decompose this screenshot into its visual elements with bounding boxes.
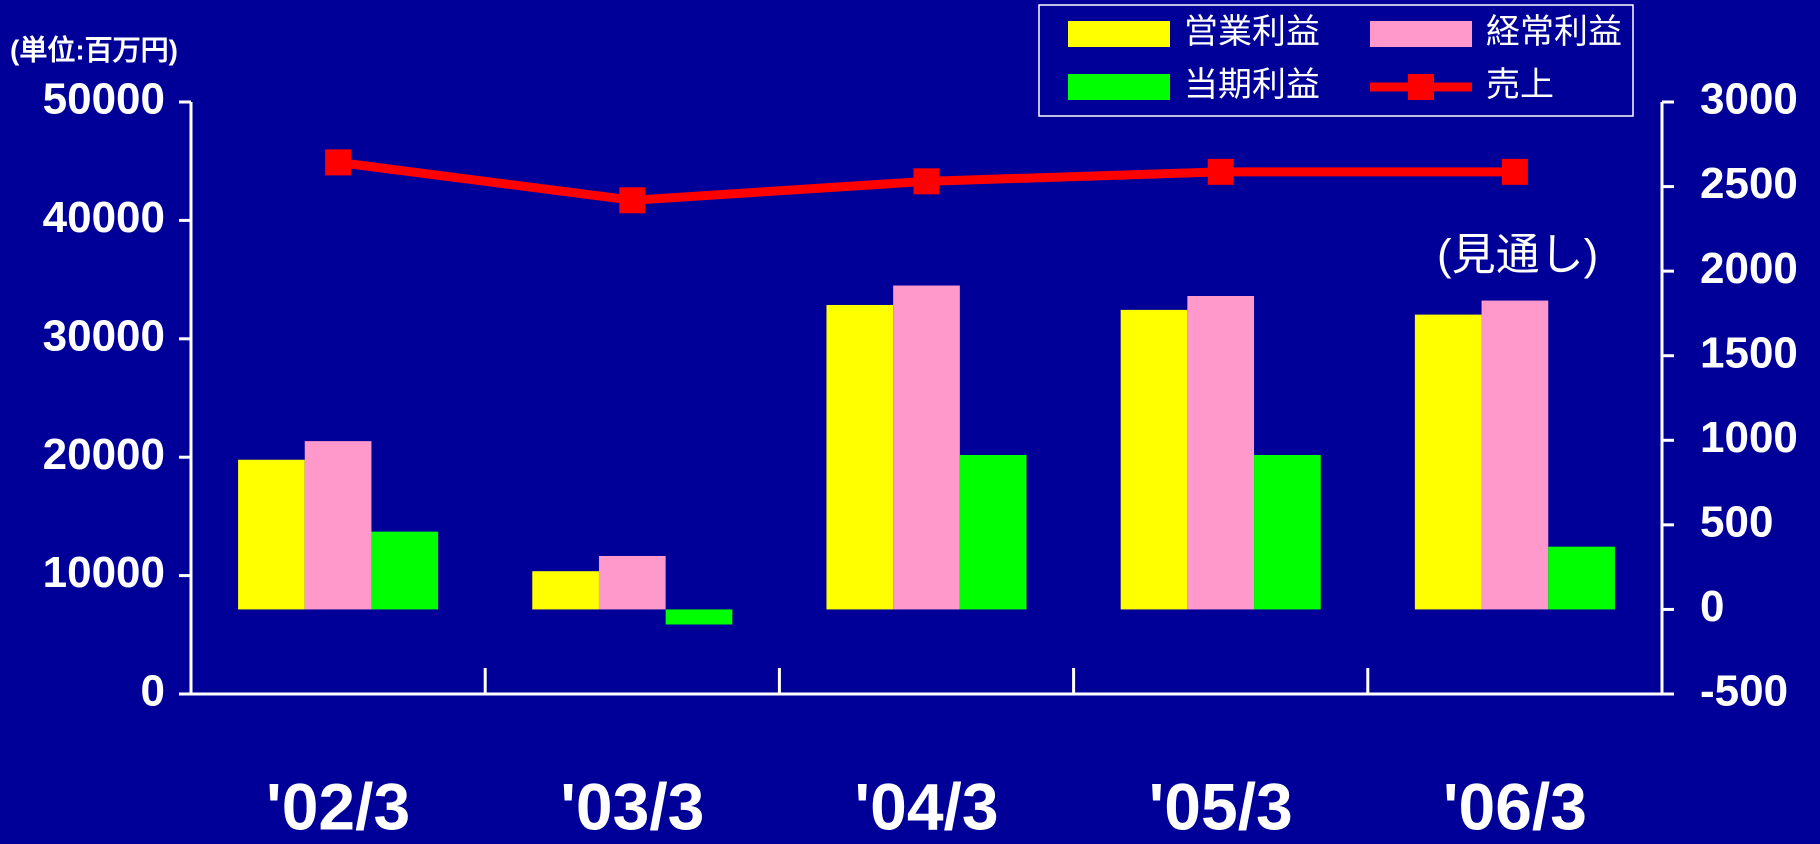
line-marker <box>913 168 940 195</box>
bar <box>304 441 372 610</box>
y-tick-label: 20000 <box>43 430 165 479</box>
x-tick-label: '04/3 <box>854 769 998 843</box>
y2-tick-label: 2000 <box>1700 244 1798 293</box>
bar <box>371 531 439 610</box>
legend-swatch <box>1068 21 1170 47</box>
bar <box>1548 546 1615 610</box>
legend-label: 当期利益 <box>1184 66 1320 104</box>
legend-label: 売上 <box>1486 66 1554 104</box>
bar <box>598 555 666 610</box>
line-marker <box>1207 158 1234 185</box>
bar <box>1187 296 1255 610</box>
y2-tick-label: 3000 <box>1700 75 1798 124</box>
y2-tick-label: 2500 <box>1700 159 1798 208</box>
bar <box>238 459 305 610</box>
bar <box>826 304 894 610</box>
x-tick-label: '05/3 <box>1149 769 1293 843</box>
y-tick-label: 40000 <box>43 193 165 242</box>
bar <box>959 455 1027 610</box>
line-marker <box>325 149 352 176</box>
bar <box>1414 314 1482 610</box>
y-tick-label: 30000 <box>43 311 165 360</box>
legend-label: 経常利益 <box>1486 13 1622 51</box>
line-marker <box>619 187 646 214</box>
bar <box>1481 300 1549 610</box>
y-tick-label: 0 <box>141 667 165 716</box>
x-tick-label: '03/3 <box>560 769 704 843</box>
bar <box>532 571 599 610</box>
bar <box>665 609 733 625</box>
legend-label: 営業利益 <box>1184 13 1320 51</box>
x-tick-label: '02/3 <box>266 769 410 843</box>
y-tick-label: 10000 <box>43 548 165 597</box>
legend-swatch <box>1370 21 1472 47</box>
legend-box <box>1038 4 1634 117</box>
y2-tick-label: 0 <box>1700 582 1724 631</box>
legend-swatch <box>1408 74 1434 100</box>
bar <box>1254 455 1321 610</box>
line-marker <box>1501 158 1528 185</box>
x-tick-label: '06/3 <box>1443 769 1587 843</box>
bar <box>893 285 960 610</box>
y2-tick-label: 1000 <box>1700 413 1798 462</box>
annotation: (見通し) <box>1437 231 1598 280</box>
y2-tick-label: -500 <box>1700 667 1788 716</box>
unit-note: (単位:百万円) <box>10 33 178 65</box>
legend-swatch <box>1068 74 1170 100</box>
y2-tick-label: 500 <box>1700 497 1773 546</box>
y2-tick-label: 1500 <box>1700 328 1798 377</box>
bar <box>1120 309 1188 610</box>
y-tick-label: 50000 <box>43 75 165 124</box>
